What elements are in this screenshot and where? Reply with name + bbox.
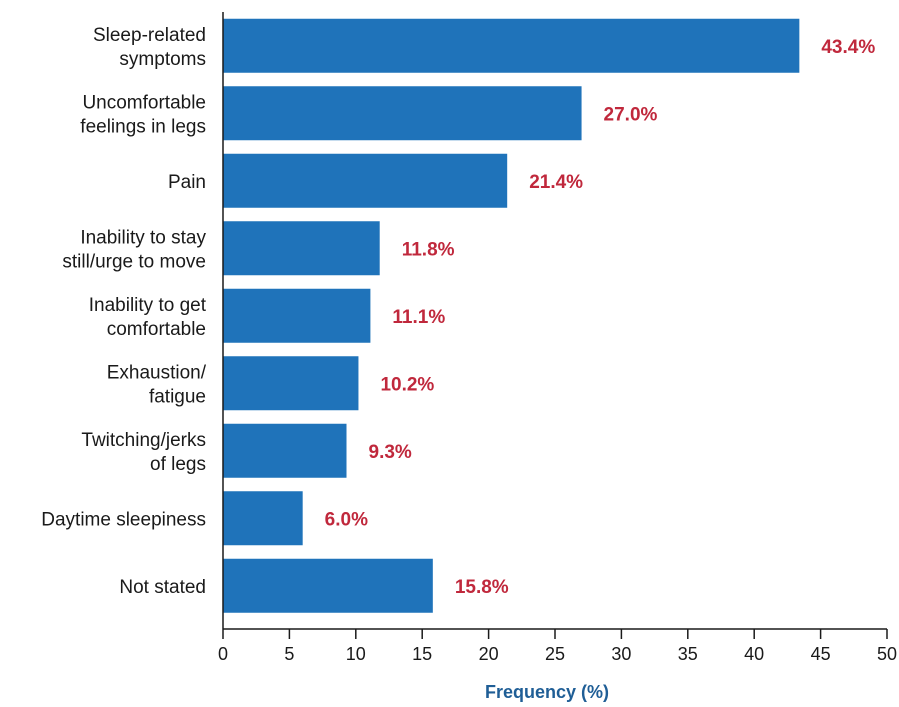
- category-labels-group: Sleep-related symptoms Uncomfortable feelin…: [41, 25, 206, 598]
- x-tick-label: 0: [218, 644, 228, 664]
- value-label: 21.4%: [529, 172, 583, 193]
- x-tick-label: 5: [284, 644, 294, 664]
- x-axis-title: Frequency (%): [485, 682, 609, 702]
- bar: [223, 18, 800, 73]
- value-label: 10.2%: [380, 374, 434, 395]
- category-label-line: Exhaustion/: [107, 362, 207, 383]
- value-label: 11.1%: [392, 307, 445, 328]
- category-label-line: comfortable: [107, 319, 206, 340]
- bar: [223, 558, 433, 613]
- x-tick-label: 10: [346, 644, 366, 664]
- category-label-line: Not stated: [119, 577, 206, 598]
- category-label: Sleep-related symptoms: [93, 25, 206, 70]
- category-label-line: Uncomfortable: [82, 92, 206, 113]
- bar: [223, 221, 380, 276]
- category-label-line: feelings in legs: [80, 116, 206, 137]
- x-ticks-group: 0 5 10 15 20 25 30 35 40 45 50: [218, 629, 897, 664]
- category-label-line: of legs: [150, 454, 206, 475]
- category-label: Inability to get comfortable: [89, 295, 207, 340]
- x-tick-label: 30: [611, 644, 631, 664]
- bars-group: [223, 18, 800, 613]
- category-label-line: Inability to get: [89, 295, 207, 316]
- category-label-line: Inability to stay: [80, 227, 206, 248]
- x-tick-label: 25: [545, 644, 565, 664]
- x-tick-label: 20: [479, 644, 499, 664]
- category-label: Uncomfortable feelings in legs: [80, 92, 206, 137]
- value-label: 9.3%: [369, 442, 412, 463]
- category-label: Pain: [168, 172, 206, 193]
- category-label-line: Daytime sleepiness: [41, 509, 206, 530]
- x-tick-label: 40: [744, 644, 764, 664]
- x-tick-label: 35: [678, 644, 698, 664]
- bar: [223, 491, 303, 546]
- bar: [223, 153, 508, 208]
- category-label-line: Sleep-related: [93, 25, 206, 46]
- value-labels-group: 43.4% 27.0% 21.4% 11.8% 11.1% 10.2% 9.3% 6.0% 15…: [325, 37, 876, 598]
- value-label: 27.0%: [604, 104, 658, 125]
- x-tick-label: 45: [811, 644, 831, 664]
- value-label: 11.8%: [402, 239, 455, 260]
- value-label: 43.4%: [821, 37, 875, 58]
- category-label-line: Pain: [168, 172, 206, 193]
- bar: [223, 356, 359, 411]
- category-label: Inability to stay still/urge to move: [62, 227, 206, 272]
- category-label-line: Twitching/jerks: [81, 430, 206, 451]
- category-label: Exhaustion/fatigue: [107, 362, 207, 407]
- bar: [223, 288, 371, 343]
- value-label: 6.0%: [325, 509, 368, 530]
- category-label: Twitching/jerks of legs: [81, 430, 206, 475]
- bar: [223, 86, 582, 141]
- category-label-line: still/urge to move: [62, 251, 206, 272]
- x-tick-label: 15: [412, 644, 432, 664]
- value-label: 15.8%: [455, 577, 509, 598]
- category-label: Daytime sleepiness: [41, 509, 206, 530]
- category-label-line: fatigue: [149, 386, 206, 407]
- x-tick-label: 50: [877, 644, 897, 664]
- bar: [223, 423, 347, 478]
- category-label: Not stated: [119, 577, 206, 598]
- category-label-line: symptoms: [119, 49, 206, 70]
